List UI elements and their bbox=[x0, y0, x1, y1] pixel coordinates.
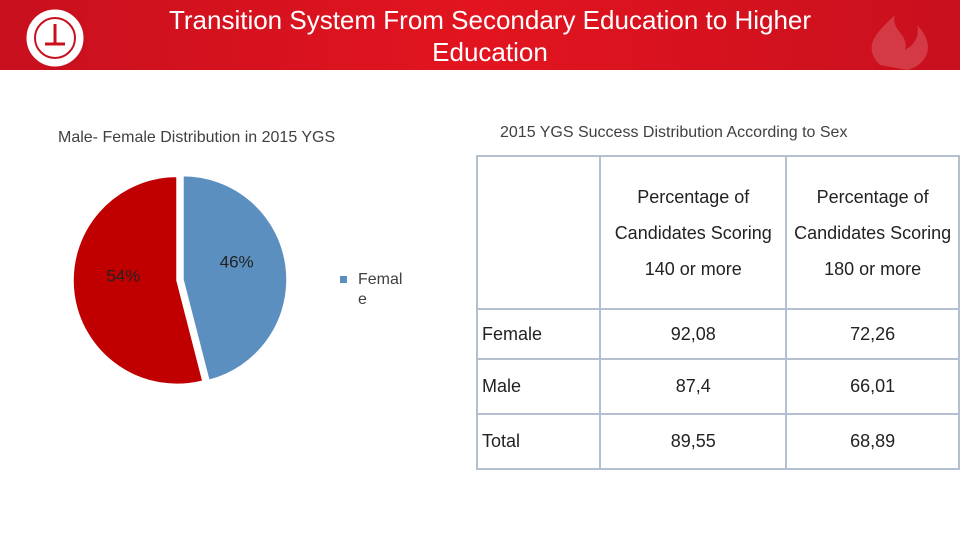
cell: 87,4 bbox=[599, 358, 788, 415]
header-icons bbox=[23, 6, 928, 70]
cell: 92,08 bbox=[599, 308, 788, 360]
table-row: Female 92,08 72,26 bbox=[475, 308, 960, 360]
column-header: Percentage of Candidates Scoring 140 or … bbox=[599, 155, 788, 310]
table: Percentage of Candidates Scoring 140 or … bbox=[475, 155, 960, 470]
pie-slice bbox=[72, 175, 204, 386]
table-title: 2015 YGS Success Distribution According … bbox=[500, 124, 848, 141]
column-header: Percentage of Candidates Scoring 180 or … bbox=[785, 155, 960, 310]
row-label: Female bbox=[475, 308, 602, 360]
table-header: Percentage of Candidates Scoring 140 or … bbox=[475, 155, 960, 310]
cell: 89,55 bbox=[599, 413, 788, 470]
value-label: 46% bbox=[220, 252, 254, 271]
table-row: Total 89,55 68,89 bbox=[475, 413, 960, 470]
table-row: Male 87,4 66,01 bbox=[475, 358, 960, 415]
corner-cell bbox=[475, 155, 602, 310]
cell: 66,01 bbox=[785, 358, 960, 415]
cell: 68,89 bbox=[785, 413, 960, 470]
title: Transition System From Secondary Educati… bbox=[168, 5, 812, 67]
row-label: Total bbox=[475, 413, 602, 470]
legend-label: Female bbox=[358, 271, 403, 308]
legend-swatch bbox=[340, 276, 347, 283]
cell: 72,26 bbox=[785, 308, 960, 360]
pie-slice bbox=[182, 174, 288, 382]
chart-title: Male- Female Distribution in 2015 YGS bbox=[58, 129, 336, 146]
header-band: Transition System From Secondary Educati… bbox=[0, 0, 960, 70]
value-label: 54% bbox=[106, 267, 140, 286]
row-label: Male bbox=[475, 358, 602, 415]
